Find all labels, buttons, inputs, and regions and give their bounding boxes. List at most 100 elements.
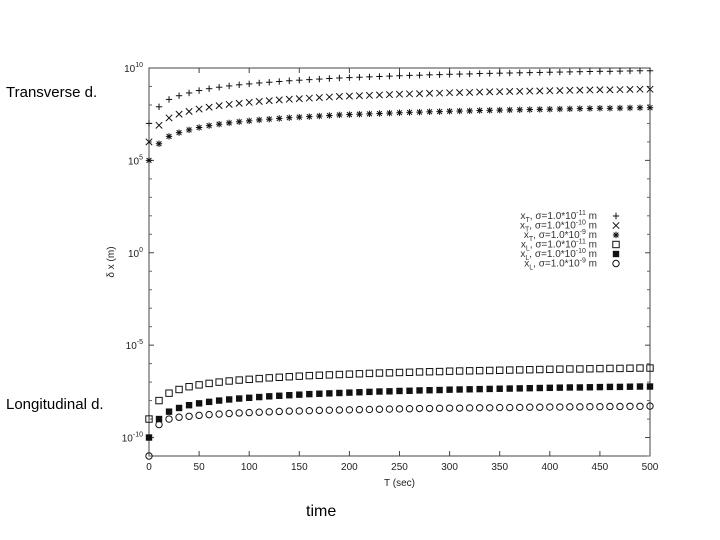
data-point	[286, 114, 293, 121]
data-point	[365, 405, 374, 414]
data-point	[496, 88, 504, 96]
data-point	[336, 74, 343, 82]
data-point	[346, 389, 353, 396]
data-point	[345, 92, 353, 100]
data-point	[596, 402, 604, 411]
data-point	[566, 384, 574, 391]
y-tick-label: 105	[128, 154, 143, 167]
data-point	[455, 404, 464, 412]
data-point	[546, 69, 553, 76]
data-point	[426, 108, 433, 115]
data-point	[556, 384, 564, 391]
data-point	[475, 366, 484, 375]
data-point	[275, 407, 283, 416]
data-point	[526, 106, 533, 113]
data-point	[376, 110, 383, 117]
data-point	[446, 108, 453, 115]
axes: 0 50 100 150 200 250 300 350 400 450 500 10-10 10-5 1…	[106, 62, 659, 489]
legend-marker	[612, 221, 620, 230]
data-point	[546, 403, 554, 411]
data-point	[606, 364, 614, 373]
data-point	[155, 140, 163, 147]
data-point	[556, 86, 564, 95]
data-point	[366, 388, 373, 396]
data-point	[466, 107, 473, 115]
data-point	[516, 106, 523, 113]
legend: xT, σ=1.0*10-11 mxT, σ=1.0*10-10 mxT, σ=…	[520, 210, 620, 272]
data-point	[436, 71, 443, 78]
data-point	[576, 403, 584, 411]
data-point	[246, 117, 253, 125]
data-point	[225, 100, 233, 108]
data-point	[436, 108, 443, 115]
legend-marker	[612, 259, 620, 268]
data-point	[155, 103, 163, 110]
data-point	[215, 397, 223, 404]
data-point	[235, 376, 243, 384]
data-point	[576, 365, 584, 373]
data-point	[276, 115, 283, 122]
data-point	[395, 90, 404, 98]
data-point	[376, 73, 383, 80]
data-point	[586, 384, 594, 391]
x-tick-label: 500	[642, 462, 659, 473]
data-point	[576, 384, 584, 391]
data-point	[396, 387, 403, 395]
data-point	[285, 95, 293, 103]
data-point	[486, 385, 493, 393]
data-point	[436, 89, 444, 97]
data-point	[185, 401, 193, 409]
data-point	[626, 85, 634, 93]
x-axis-label: T (sec)	[384, 478, 415, 489]
x-tick-label: 100	[241, 462, 258, 473]
data-point	[296, 113, 303, 121]
data-point	[426, 387, 433, 394]
data-point	[295, 407, 303, 415]
data-point	[415, 404, 424, 413]
data-point	[466, 386, 473, 393]
data-point	[626, 104, 634, 112]
data-point	[145, 138, 153, 146]
data-point	[496, 366, 504, 374]
x-tick-label: 300	[441, 462, 458, 473]
data-point	[576, 105, 584, 112]
data-point	[145, 452, 153, 460]
data-point	[465, 404, 474, 412]
x-tick-label: 50	[194, 462, 206, 473]
data-point	[446, 386, 453, 393]
data-point	[215, 378, 223, 386]
x-tick-label: 450	[592, 462, 609, 473]
data-point	[456, 107, 463, 115]
data-point	[325, 93, 333, 101]
data-point	[225, 82, 233, 90]
data-point	[285, 373, 293, 381]
legend-entry-label: xL, σ=1.0*10-10 m	[520, 248, 597, 262]
data-point	[245, 408, 253, 417]
legend-marker	[612, 231, 620, 239]
data-point	[366, 110, 373, 118]
data-point	[566, 86, 574, 94]
data-point	[546, 384, 553, 392]
y-tick-label: 10-5	[126, 339, 143, 352]
data-point	[385, 369, 394, 377]
data-point	[646, 364, 654, 372]
data-point	[276, 392, 283, 399]
data-point	[445, 367, 454, 375]
data-point	[586, 86, 594, 94]
data-point	[305, 94, 313, 102]
data-point	[255, 374, 263, 383]
data-point	[185, 126, 193, 134]
data-point	[336, 111, 343, 119]
data-point	[636, 402, 644, 410]
data-point	[486, 107, 493, 114]
data-point	[145, 415, 153, 423]
data-point	[305, 407, 314, 415]
data-point	[195, 87, 203, 94]
data-point	[256, 393, 263, 401]
data-point	[195, 400, 203, 407]
data-point	[165, 408, 173, 415]
data-point	[506, 385, 513, 392]
data-point	[185, 107, 193, 115]
data-point	[215, 84, 223, 91]
data-point	[225, 409, 233, 418]
